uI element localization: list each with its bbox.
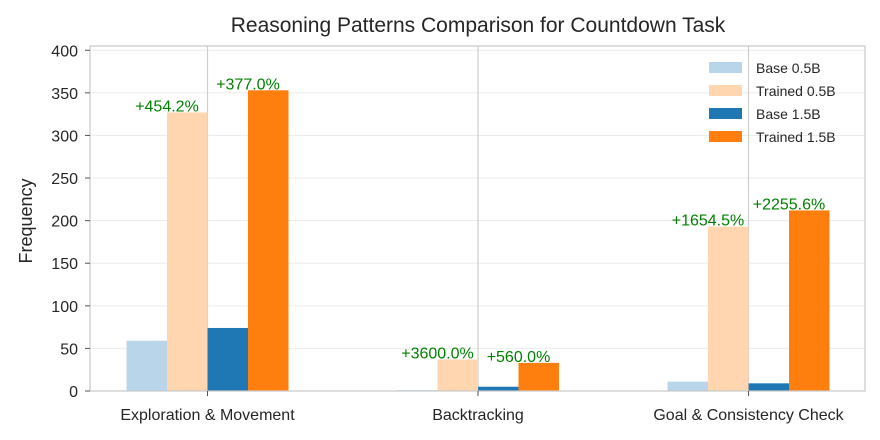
y-tick-label: 200	[51, 214, 78, 231]
y-tick-label: 250	[51, 171, 78, 188]
y-tick-label: 300	[51, 128, 78, 145]
bar	[518, 362, 559, 391]
legend-swatch	[709, 131, 742, 142]
bar	[708, 226, 749, 391]
bar	[667, 381, 708, 391]
bar	[248, 90, 289, 391]
percent-change-label: +454.2%	[135, 98, 199, 115]
bar	[789, 210, 830, 391]
y-tick-label: 150	[51, 256, 78, 273]
legend-swatch	[709, 108, 742, 119]
legend-label: Trained 1.5B	[756, 129, 836, 145]
y-axis-label: Frequency	[16, 178, 36, 263]
legend-swatch	[709, 85, 742, 96]
bar	[207, 327, 248, 391]
percent-change-label: +1654.5%	[672, 213, 745, 230]
y-tick-label: 0	[69, 384, 78, 401]
legend-label: Base 1.5B	[756, 106, 821, 122]
chart-title: Reasoning Patterns Comparison for Countd…	[231, 14, 726, 37]
x-tick-label: Goal & Consistency Check	[653, 407, 844, 424]
percent-change-label: +560.0%	[487, 349, 551, 366]
annotations: +454.2% +377.0% +3600.0% +560.0% +1654.5% +22…	[135, 76, 825, 366]
bar	[478, 386, 519, 391]
y-tick-label: 400	[51, 43, 78, 60]
legend-label: Trained 0.5B	[756, 83, 836, 99]
percent-change-label: +2255.6%	[753, 196, 826, 213]
bar	[437, 359, 478, 391]
bar	[126, 340, 167, 391]
legend: Base 0.5B Trained 0.5B Base 1.5B Trained 1.…	[709, 60, 836, 145]
legend-label: Base 0.5B	[756, 60, 821, 76]
axes: 0 50 100 150 200 250 300 350 400 Exploration & Mo…	[51, 43, 844, 424]
y-tick-label: 350	[51, 86, 78, 103]
bar	[167, 112, 208, 391]
bars	[126, 90, 830, 391]
legend-swatch	[709, 62, 742, 73]
bar	[748, 383, 789, 391]
percent-change-label: +377.0%	[216, 76, 280, 93]
x-tick-label: Backtracking	[432, 407, 524, 424]
percent-change-label: +3600.0%	[401, 345, 474, 362]
y-tick-label: 100	[51, 299, 78, 316]
x-tick-label: Exploration & Movement	[120, 407, 295, 424]
y-tick-label: 50	[60, 341, 78, 358]
